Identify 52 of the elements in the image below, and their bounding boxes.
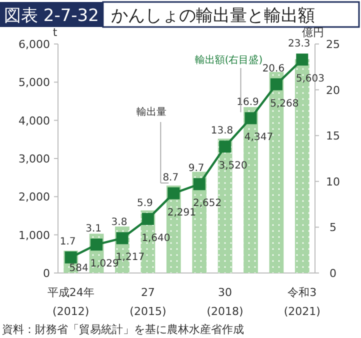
x-tick-label: 30 (2018) [206,286,244,318]
data-label: 23.3 [288,38,310,50]
point [219,140,232,153]
text: 輸出量 [136,106,167,118]
y2-tick-label: 5 [330,221,336,234]
data-label: 1,640 [142,232,170,244]
data-label: 1,029 [90,258,119,270]
point [244,112,257,124]
point [296,54,308,66]
y2-tick-label: 0 [330,267,336,280]
data-label: 20.6 [262,63,285,74]
y-axis-title: t [52,26,58,39]
x-tick-label: 平成24年 (2012) [47,286,94,318]
text: 資料：財務省「貿易統計」を基に農林水産省作成 [2,323,244,336]
data-label: 9.7 [188,163,204,174]
y2-tick-label: 20 [326,84,340,97]
y2-tick-label: 10 [326,175,340,188]
data-label: 16.9 [236,97,259,108]
y-tick-label: 4,000 [18,114,50,128]
y-tick-label: 6,000 [18,38,50,51]
chart-title: 図表 2-7-32 [4,6,99,26]
data-label: 4,347 [244,132,274,144]
data-label: 2,291 [167,207,196,218]
data-label: 5,603 [296,74,324,85]
x-tick-label: 令和3 (2021) [284,286,320,318]
y-tick-label: 3,000 [18,152,50,166]
point [193,178,206,190]
y-tick-label: 2,000 [18,190,50,204]
y-tick-label: 1,000 [18,228,50,242]
data-label: 584 [69,263,88,274]
point [270,78,282,90]
data-label: 3,520 [218,160,248,172]
data-label: 13.8 [210,126,234,137]
chart-subtitle: かんしょの輸出量と輸出額 [110,6,315,26]
y-tick-label: 0 [43,267,50,280]
data-label: 3.8 [111,217,128,228]
y2-tick-label: 15 [326,130,340,143]
series-label: 輸出額(右目盛) [194,54,263,66]
data-label: 3.1 [86,224,102,235]
x-tick-label: 27 (2015) [130,286,166,318]
point [90,238,103,251]
point [168,187,180,200]
data-label: 2,652 [193,198,222,210]
data-label: 8.7 [162,172,179,184]
y-tick-label: 5,000 [18,76,50,90]
point [142,212,154,225]
y2-axis-title: 億円 [302,26,324,39]
data-label: 5,268 [270,98,299,110]
data-label: 1.7 [60,236,76,248]
point [116,232,128,244]
y2-tick-label: 25 [326,38,340,51]
data-label: 5.9 [136,198,153,209]
